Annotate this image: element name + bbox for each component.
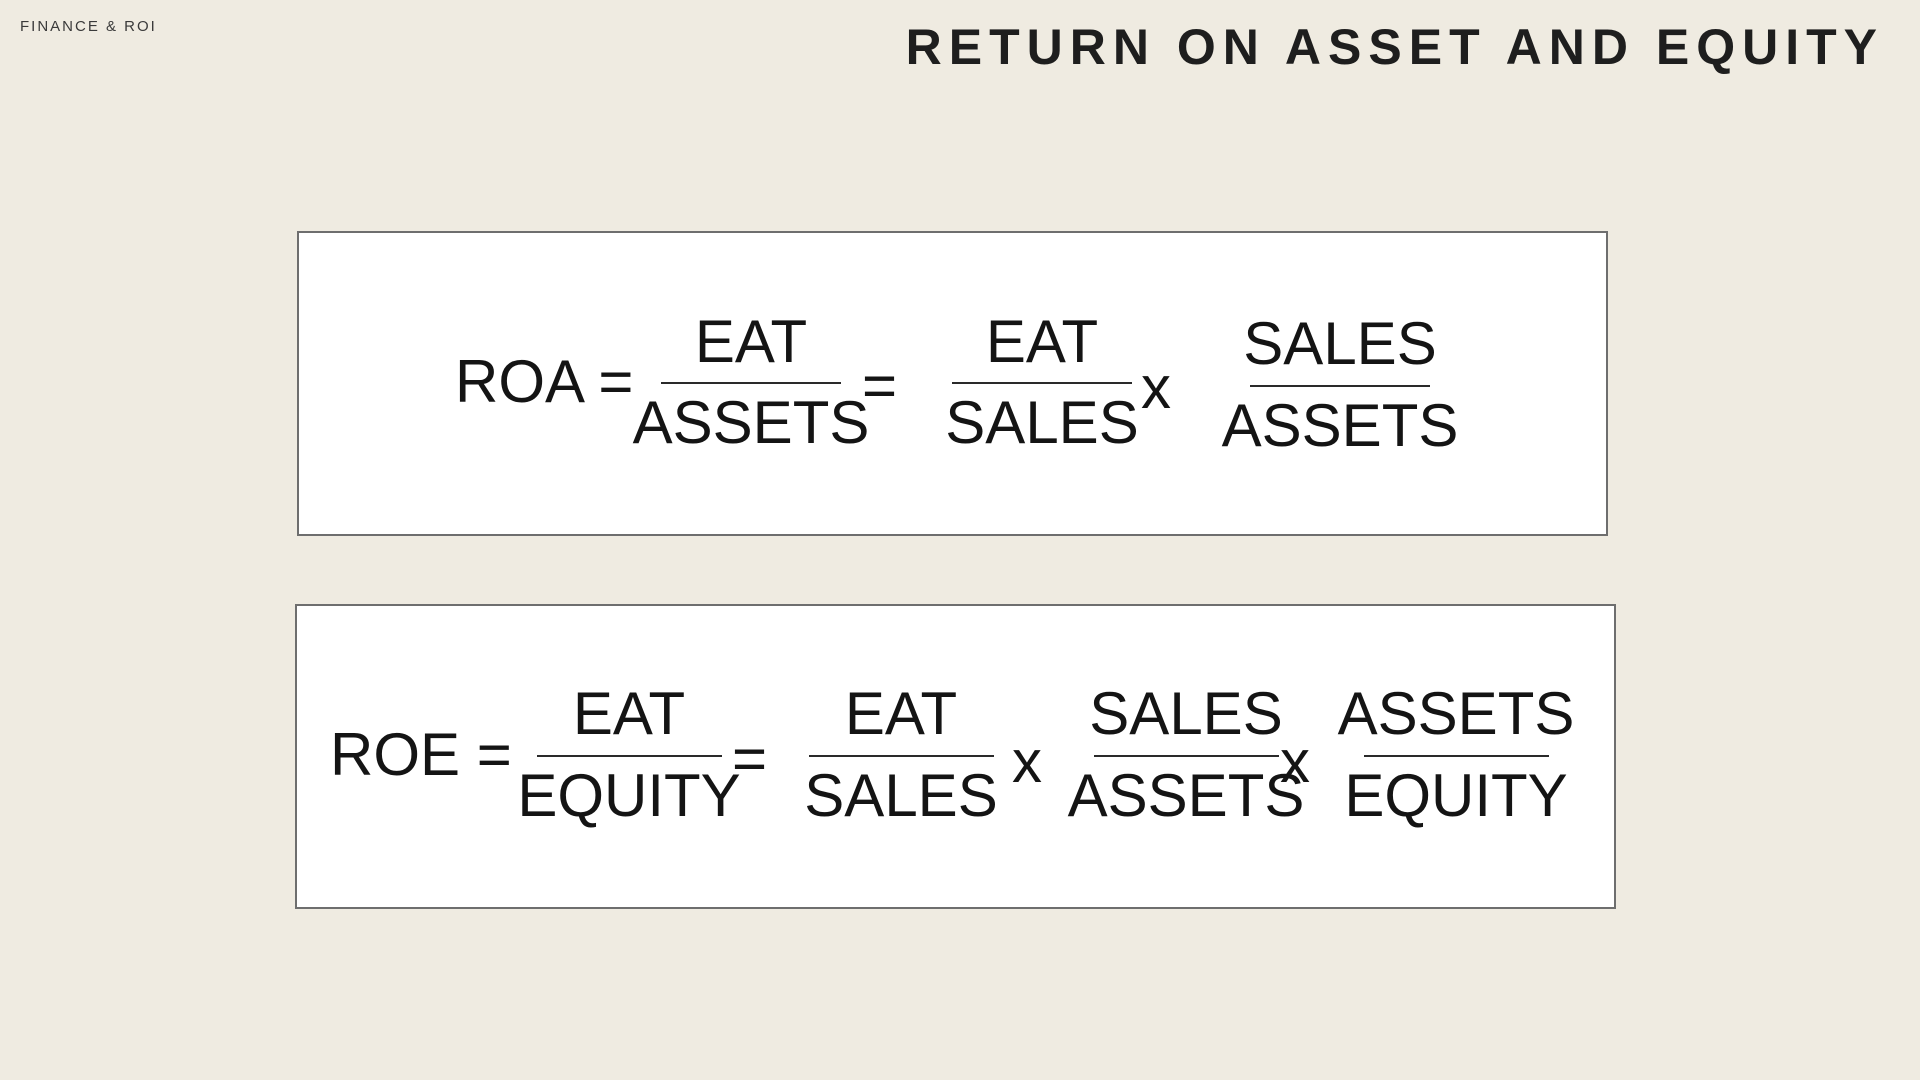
- roe-f2-denominator: SALES: [804, 762, 998, 829]
- roe-f3-denominator: ASSETS: [1067, 762, 1305, 829]
- roa-f2-denominator: SALES: [945, 389, 1139, 456]
- roe-f1-numerator: EAT: [572, 680, 686, 747]
- roe-f1-fraction-bar: [537, 755, 722, 757]
- roa-f3-fraction-bar: [1250, 385, 1430, 387]
- roa-equals-sign: =: [862, 352, 898, 419]
- section-kicker: FINANCE & ROI: [20, 18, 157, 35]
- roa-f3-denominator: ASSETS: [1221, 392, 1459, 459]
- roe-f3-fraction-bar: [1094, 755, 1279, 757]
- roe-f3-numerator: SALES: [1089, 680, 1283, 747]
- roe-label: ROE =: [330, 721, 512, 788]
- roa-f3-numerator: SALES: [1243, 310, 1437, 377]
- roa-times-sign: x: [1141, 354, 1171, 421]
- roe-times-sign-1: x: [1012, 728, 1042, 795]
- roa-f1-numerator: EAT: [694, 308, 808, 375]
- roe-f2-fraction-bar: [809, 755, 994, 757]
- roa-f2-fraction-bar: [952, 382, 1132, 384]
- roe-times-sign-2: x: [1280, 728, 1310, 795]
- roe-f1-denominator: EQUITY: [517, 762, 741, 829]
- roe-f4-numerator: ASSETS: [1337, 680, 1575, 747]
- roe-f4-denominator: EQUITY: [1344, 762, 1568, 829]
- roa-f1-denominator: ASSETS: [632, 389, 870, 456]
- slide-title: RETURN ON ASSET AND EQUITY: [905, 19, 1884, 75]
- roa-f2-numerator: EAT: [985, 308, 1099, 375]
- roe-f2-numerator: EAT: [844, 680, 958, 747]
- roe-f4-fraction-bar: [1364, 755, 1549, 757]
- roa-f1-fraction-bar: [661, 382, 841, 384]
- roe-equals-sign: =: [732, 725, 768, 792]
- roa-label: ROA =: [455, 348, 634, 415]
